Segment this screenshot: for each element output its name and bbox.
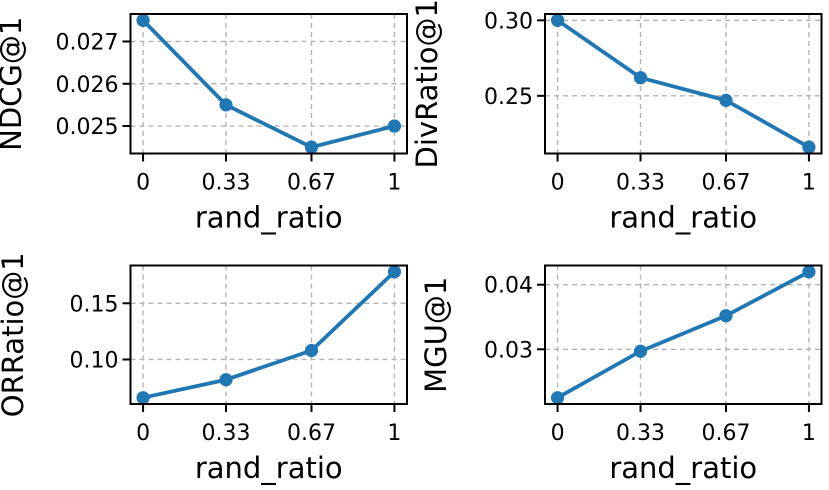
data-point xyxy=(387,265,402,279)
x-tick-label: 1 xyxy=(802,171,816,196)
data-point xyxy=(219,98,233,112)
x-tick-label: 1 xyxy=(387,421,401,446)
y-tick-label: 0.04 xyxy=(484,274,533,299)
x-tick-label: 0.67 xyxy=(287,171,336,196)
axes-frame xyxy=(129,264,408,405)
axes-frame xyxy=(544,264,823,405)
axes-frame xyxy=(544,13,823,155)
x-axis-label: rand_ratio xyxy=(195,451,343,485)
y-tick-label: 0.03 xyxy=(484,338,533,363)
data-point xyxy=(719,309,733,323)
data-line xyxy=(141,269,397,400)
y-tick-label: 0.10 xyxy=(70,348,119,373)
x-tick-label: 0.33 xyxy=(202,171,251,196)
data-line xyxy=(555,18,811,150)
data-point xyxy=(387,119,402,133)
x-axis-label: rand_ratio xyxy=(195,201,343,235)
y-tick-label: 0.30 xyxy=(484,9,533,34)
x-tick-label: 0.67 xyxy=(287,421,336,446)
data-point xyxy=(719,93,733,107)
y-tick-label: 0.027 xyxy=(56,30,119,55)
data-point xyxy=(550,13,565,27)
data-point xyxy=(802,265,816,279)
x-axis-label: rand_ratio xyxy=(609,201,757,235)
y-axis-label: MGU@1 xyxy=(419,277,453,393)
x-tick-label: 0 xyxy=(551,171,565,196)
x-tick-label: 0 xyxy=(136,421,150,446)
data-point xyxy=(304,140,319,154)
x-tick-label: 0.67 xyxy=(701,421,750,446)
data-point xyxy=(136,391,150,405)
y-axis-label: NDCG@1 xyxy=(0,17,28,151)
x-tick-label: 0.33 xyxy=(616,171,665,196)
data-point xyxy=(802,140,816,154)
y-axis-label: DivRatio@1 xyxy=(410,0,444,168)
data-point xyxy=(304,343,319,358)
data-point xyxy=(633,71,648,85)
data-line xyxy=(555,269,811,400)
x-tick-label: 0.67 xyxy=(701,171,750,196)
data-point xyxy=(136,13,150,27)
x-tick-label: 0.33 xyxy=(202,421,251,446)
y-tick-label: 0.026 xyxy=(56,73,119,98)
data-point xyxy=(219,373,233,387)
y-tick-label: 0.15 xyxy=(70,292,119,317)
y-axis-label: ORRatio@1 xyxy=(0,252,30,417)
x-tick-label: 0 xyxy=(136,171,150,196)
data-point xyxy=(550,391,565,405)
data-point xyxy=(633,344,648,358)
x-axis-label: rand_ratio xyxy=(609,451,757,485)
data-line xyxy=(141,18,397,150)
x-tick-label: 0 xyxy=(551,421,565,446)
y-tick-label: 0.25 xyxy=(484,85,533,110)
x-tick-label: 1 xyxy=(802,421,816,446)
y-tick-label: 0.025 xyxy=(56,115,119,140)
x-tick-label: 1 xyxy=(387,171,401,196)
x-tick-label: 0.33 xyxy=(616,421,665,446)
